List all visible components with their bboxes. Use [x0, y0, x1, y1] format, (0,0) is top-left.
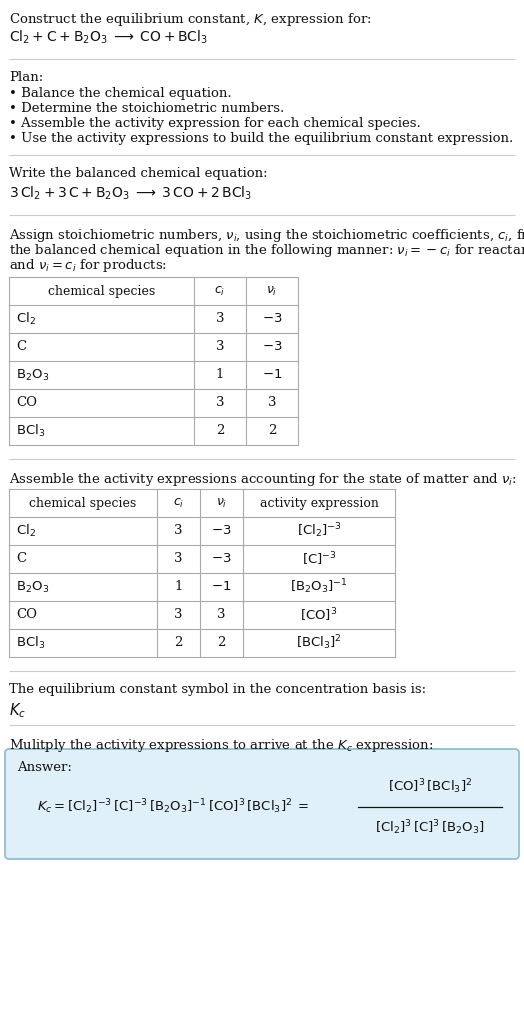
Text: $3\,\mathrm{Cl_2} + 3\,\mathrm{C} + \mathrm{B_2O_3} \;\longrightarrow\; 3\,\math: $3\,\mathrm{Cl_2} + 3\,\mathrm{C} + \mat… [9, 185, 252, 202]
Text: $[\mathrm{CO}]^3$: $[\mathrm{CO}]^3$ [300, 606, 337, 624]
Text: The equilibrium constant symbol in the concentration basis is:: The equilibrium constant symbol in the c… [9, 683, 426, 696]
Text: 2: 2 [216, 425, 224, 438]
Bar [9, 489, 395, 657]
Text: chemical species: chemical species [48, 285, 155, 297]
Text: • Use the activity expressions to build the equilibrium constant expression.: • Use the activity expressions to build … [9, 132, 513, 145]
Text: 2: 2 [268, 425, 276, 438]
Text: 3: 3 [268, 396, 276, 409]
Text: • Determine the stoichiometric numbers.: • Determine the stoichiometric numbers. [9, 102, 284, 115]
Text: $-3$: $-3$ [262, 340, 282, 353]
Text: chemical species: chemical species [29, 496, 137, 509]
Text: Plan:: Plan: [9, 71, 43, 84]
Text: $K_c$: $K_c$ [9, 701, 26, 720]
Text: $K_c = [\mathrm{Cl_2}]^{-3}\,[\mathrm{C}]^{-3}\,[\mathrm{B_2O_3}]^{-1}\,[\mathrm: $K_c = [\mathrm{Cl_2}]^{-3}\,[\mathrm{C}… [37, 797, 310, 817]
Text: • Balance the chemical equation.: • Balance the chemical equation. [9, 87, 232, 100]
Text: Write the balanced chemical equation:: Write the balanced chemical equation: [9, 167, 268, 180]
Text: Construct the equilibrium constant, $K$, expression for:: Construct the equilibrium constant, $K$,… [9, 11, 372, 28]
Text: 3: 3 [217, 609, 226, 622]
Text: 2: 2 [174, 636, 183, 649]
Text: Answer:: Answer: [17, 761, 72, 774]
Text: CO: CO [16, 396, 37, 409]
Text: Assign stoichiometric numbers, $\nu_i$, using the stoichiometric coefficients, $: Assign stoichiometric numbers, $\nu_i$, … [9, 227, 524, 244]
Text: $-1$: $-1$ [211, 581, 232, 593]
Text: $-3$: $-3$ [262, 312, 282, 326]
Text: $\nu_i$: $\nu_i$ [266, 285, 278, 297]
Text: $[\mathrm{Cl_2}]^{-3}$: $[\mathrm{Cl_2}]^{-3}$ [297, 522, 341, 540]
Text: • Assemble the activity expression for each chemical species.: • Assemble the activity expression for e… [9, 117, 421, 130]
Text: 3: 3 [216, 396, 224, 409]
Text: $c_i$: $c_i$ [173, 496, 184, 509]
Text: Mulitply the activity expressions to arrive at the $K_c$ expression:: Mulitply the activity expressions to arr… [9, 737, 433, 753]
Text: and $\nu_i = c_i$ for products:: and $\nu_i = c_i$ for products: [9, 257, 167, 274]
Text: $[\mathrm{C}]^{-3}$: $[\mathrm{C}]^{-3}$ [302, 550, 336, 568]
Text: activity expression: activity expression [259, 496, 378, 509]
Text: $\mathrm{B_2O_3}$: $\mathrm{B_2O_3}$ [16, 368, 49, 383]
Text: 1: 1 [174, 581, 183, 593]
Text: $\mathrm{Cl_2} + \mathrm{C} + \mathrm{B_2O_3} \;\longrightarrow\; \mathrm{CO} + : $\mathrm{Cl_2} + \mathrm{C} + \mathrm{B_… [9, 29, 208, 46]
Bar [9, 277, 298, 445]
Text: CO: CO [16, 609, 37, 622]
Text: C: C [16, 552, 26, 566]
Text: 3: 3 [174, 552, 183, 566]
Text: $\mathrm{BCl_3}$: $\mathrm{BCl_3}$ [16, 423, 45, 439]
Text: 3: 3 [216, 312, 224, 326]
Text: $-3$: $-3$ [211, 525, 232, 537]
Text: $-3$: $-3$ [211, 552, 232, 566]
Text: $[\mathrm{Cl_2}]^3\,[\mathrm{C}]^3\,[\mathrm{B_2O_3}]$: $[\mathrm{Cl_2}]^3\,[\mathrm{C}]^3\,[\ma… [375, 818, 485, 836]
Text: $[\mathrm{CO}]^3\,[\mathrm{BCl_3}]^2$: $[\mathrm{CO}]^3\,[\mathrm{BCl_3}]^2$ [388, 777, 472, 796]
Text: 2: 2 [217, 636, 226, 649]
Text: 3: 3 [174, 525, 183, 537]
Text: Assemble the activity expressions accounting for the state of matter and $\nu_i$: Assemble the activity expressions accoun… [9, 471, 517, 488]
Text: 1: 1 [216, 369, 224, 382]
Text: $[\mathrm{BCl_3}]^2$: $[\mathrm{BCl_3}]^2$ [296, 634, 342, 652]
Text: $\mathrm{B_2O_3}$: $\mathrm{B_2O_3}$ [16, 580, 49, 594]
Text: $\mathrm{Cl_2}$: $\mathrm{Cl_2}$ [16, 311, 36, 327]
Text: $c_i$: $c_i$ [214, 285, 226, 297]
Text: 3: 3 [216, 340, 224, 353]
Text: $\mathrm{BCl_3}$: $\mathrm{BCl_3}$ [16, 635, 45, 651]
Text: C: C [16, 340, 26, 353]
FancyBboxPatch shape [5, 749, 519, 859]
Text: the balanced chemical equation in the following manner: $\nu_i = -c_i$ for react: the balanced chemical equation in the fo… [9, 242, 524, 259]
Text: 3: 3 [174, 609, 183, 622]
Text: $\mathrm{Cl_2}$: $\mathrm{Cl_2}$ [16, 523, 36, 539]
Text: $-1$: $-1$ [262, 369, 282, 382]
Text: $[\mathrm{B_2O_3}]^{-1}$: $[\mathrm{B_2O_3}]^{-1}$ [290, 578, 348, 596]
Text: $\nu_i$: $\nu_i$ [216, 496, 227, 509]
